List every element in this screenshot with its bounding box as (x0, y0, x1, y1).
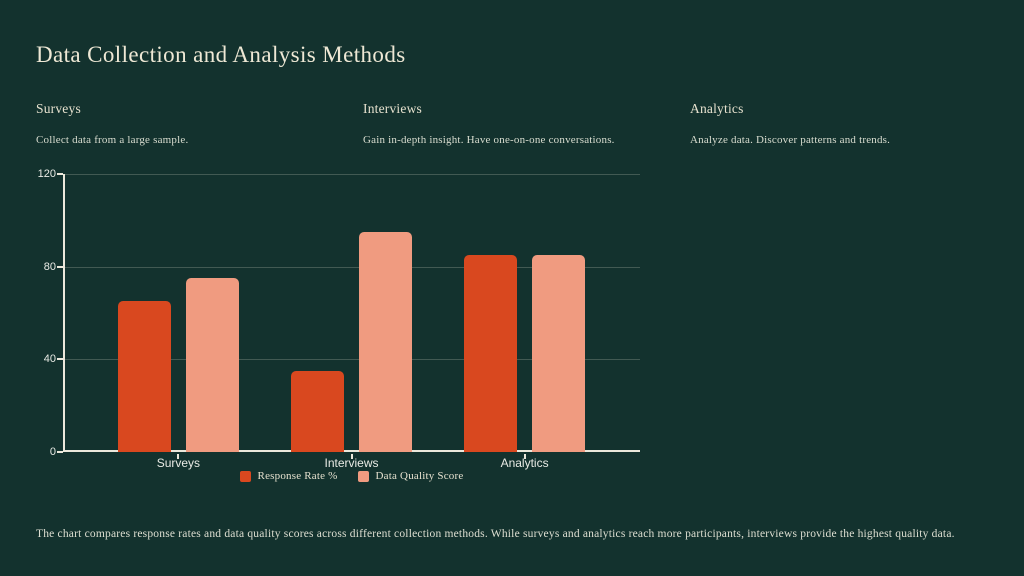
x-category-label-interviews: Interviews (324, 456, 379, 470)
y-axis-labels: 0 40 80 120 (20, 168, 56, 458)
y-tick-label-120: 120 (37, 168, 56, 180)
chart-caption: The chart compares response rates and da… (36, 527, 955, 540)
y-axis-line (63, 174, 65, 452)
bar-group-surveys (117, 174, 239, 452)
section-description: Collect data from a large sample. (36, 134, 189, 146)
x-axis-line (63, 450, 640, 452)
y-tick-label-80: 80 (43, 260, 56, 273)
gridline-40 (65, 359, 640, 361)
chart-legend: Response Rate % Data Quality Score (63, 470, 640, 482)
gridline-120 (65, 174, 640, 175)
bar-analytics-data-quality-score (532, 255, 586, 452)
y-tick-0 (57, 451, 63, 453)
y-tick-80 (57, 265, 63, 268)
x-tick-analytics (523, 454, 526, 459)
x-tick-interviews (350, 454, 353, 459)
legend-label-response-rate: Response Rate % (257, 470, 338, 482)
bar-surveys-data-quality-score (185, 278, 239, 452)
legend-label-data-quality-score: Data Quality Score (375, 470, 464, 482)
section-description: Gain in-depth insight. Have one-on-one c… (363, 134, 615, 146)
legend-item-data-quality-score: Data Quality Score (357, 470, 464, 482)
y-tick-label-40: 40 (43, 353, 56, 366)
slide-title: Data Collection and Analysis Methods (36, 42, 406, 67)
section-description: Analyze data. Discover patterns and tren… (690, 134, 891, 146)
chart-plot (57, 173, 640, 459)
section-heading: Interviews (363, 101, 422, 116)
bar-interviews-response-rate (291, 370, 344, 452)
x-tick-surveys (177, 454, 180, 459)
y-tick-40 (57, 358, 63, 361)
legend-item-response-rate: Response Rate % (239, 470, 338, 482)
legend-swatch-data-quality-score (357, 470, 369, 482)
bar-interviews-data-quality-score (359, 231, 412, 452)
section-surveys: Surveys Collect data from a large sample… (36, 101, 336, 146)
bar-analytics-response-rate (464, 255, 518, 452)
y-tick-120 (57, 173, 63, 175)
bar-group-interviews (291, 174, 412, 452)
section-interviews: Interviews Gain in-depth insight. Have o… (363, 101, 663, 146)
section-heading: Analytics (690, 101, 744, 116)
legend-swatch-response-rate (239, 470, 251, 482)
bar-surveys-response-rate (117, 301, 171, 452)
x-axis-labels: Surveys Interviews Analytics (63, 456, 640, 472)
section-analytics: Analytics Analyze data. Discover pattern… (690, 101, 990, 146)
section-heading: Surveys (36, 101, 81, 116)
bar-group-analytics (464, 174, 586, 452)
x-category-label-analytics: Analytics (500, 456, 549, 470)
y-tick-label-0: 0 (49, 446, 56, 458)
gridline-80 (65, 266, 640, 268)
x-category-label-surveys: Surveys (156, 456, 201, 470)
